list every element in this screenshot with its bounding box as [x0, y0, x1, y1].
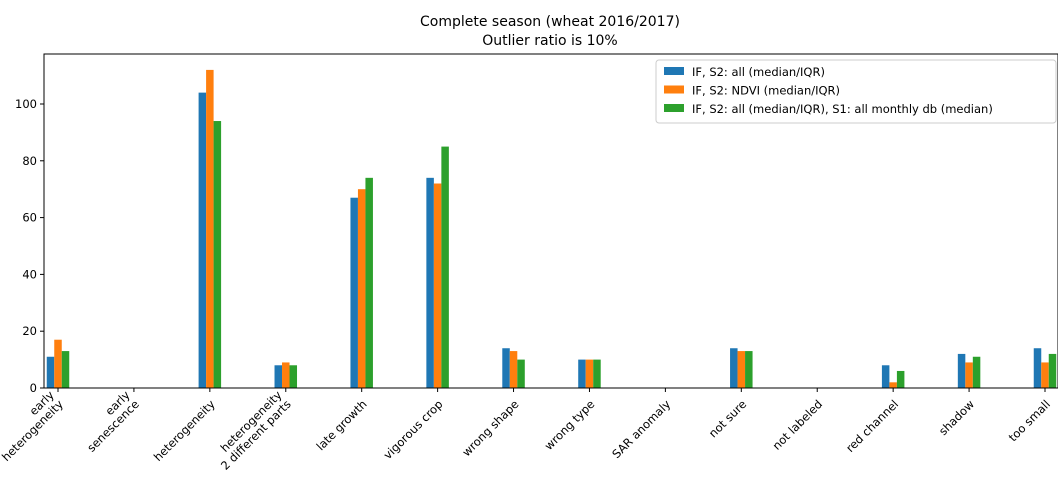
x-tick-label: too small [1006, 397, 1053, 444]
bar [213, 121, 222, 388]
bar [889, 382, 897, 388]
x-tick-label: red channel [843, 397, 901, 455]
bar [965, 362, 973, 388]
legend-label: IF, S2: all (median/IQR), S1: all monthl… [692, 102, 993, 116]
bar [433, 183, 442, 388]
bar [972, 356, 981, 388]
y-tick-label: 20 [22, 324, 37, 338]
bar [206, 69, 214, 389]
x-tick-label: late growth [313, 397, 369, 453]
bar [585, 359, 594, 388]
x-tick-label-line: late growth [313, 397, 369, 453]
legend-label: IF, S2: NDVI (median/IQR) [692, 84, 840, 98]
bar [61, 351, 70, 388]
legend: IF, S2: all (median/IQR) IF, S2: NDVI (me… [655, 59, 1057, 124]
bar [441, 146, 449, 388]
x-tick-label: wrong shape [459, 397, 521, 459]
y-tick-label: 60 [22, 211, 37, 225]
x-tick-label-line: not labeled [770, 397, 826, 453]
bar [578, 359, 586, 388]
bar [1048, 353, 1057, 388]
bar [54, 339, 62, 388]
x-tick-label: not labeled [770, 397, 826, 453]
y-tick-label: 40 [22, 267, 37, 281]
bar [357, 189, 366, 388]
x-tick-label-line: SAR anomaly [609, 397, 673, 461]
legend-label: IF, S2: all (median/IQR) [692, 65, 825, 79]
bar [1033, 348, 1042, 388]
bar [502, 348, 510, 388]
bar [274, 365, 283, 388]
bar [426, 177, 434, 388]
x-tick-label-line: red channel [843, 397, 901, 455]
x-tick-label-line: shadow [936, 397, 977, 438]
legend-swatch [664, 104, 684, 112]
x-tick-label-line: vigorous crop [381, 397, 446, 462]
bar [593, 359, 601, 388]
bar [350, 197, 358, 388]
y-axis: 0 20 40 60 80 100 [15, 97, 44, 395]
bar [365, 177, 373, 388]
bar [745, 351, 753, 388]
bar [896, 370, 905, 388]
bar [509, 351, 518, 388]
bar [46, 356, 55, 388]
bar [737, 351, 746, 388]
x-tick-label: shadow [936, 397, 977, 438]
bar [881, 365, 890, 388]
bar [289, 365, 298, 388]
y-tick-label: 80 [22, 154, 37, 168]
legend-box [655, 59, 1057, 124]
x-tick-label-line: not sure [706, 397, 749, 440]
x-tick-label: wrong type [542, 397, 598, 453]
bar [517, 359, 525, 388]
bar [282, 362, 290, 388]
bar [957, 353, 966, 388]
chart-title: Complete season (wheat 2016/2017) [420, 14, 680, 30]
plot-frame [43, 53, 1058, 389]
bar [198, 92, 207, 388]
x-tick-label: heterogeneity [151, 397, 218, 464]
x-tick-label: SAR anomaly [609, 397, 673, 461]
chart-subtitle: Outlier ratio is 10% [482, 33, 617, 49]
x-tick-label-line: too small [1006, 397, 1053, 444]
bar-group [46, 69, 1057, 389]
bar [730, 348, 738, 388]
y-tick-label: 100 [15, 97, 37, 111]
legend-swatch [664, 85, 684, 94]
x-tick-label-line: wrong shape [459, 397, 521, 459]
legend-swatch [664, 67, 684, 75]
x-tick-label: vigorous crop [381, 397, 446, 462]
bar [1041, 362, 1049, 388]
x-tick-label-line: wrong type [542, 397, 598, 453]
x-tick-label-line: heterogeneity [151, 397, 218, 464]
x-tick-label: not sure [706, 397, 749, 440]
y-tick-label: 0 [30, 381, 37, 395]
